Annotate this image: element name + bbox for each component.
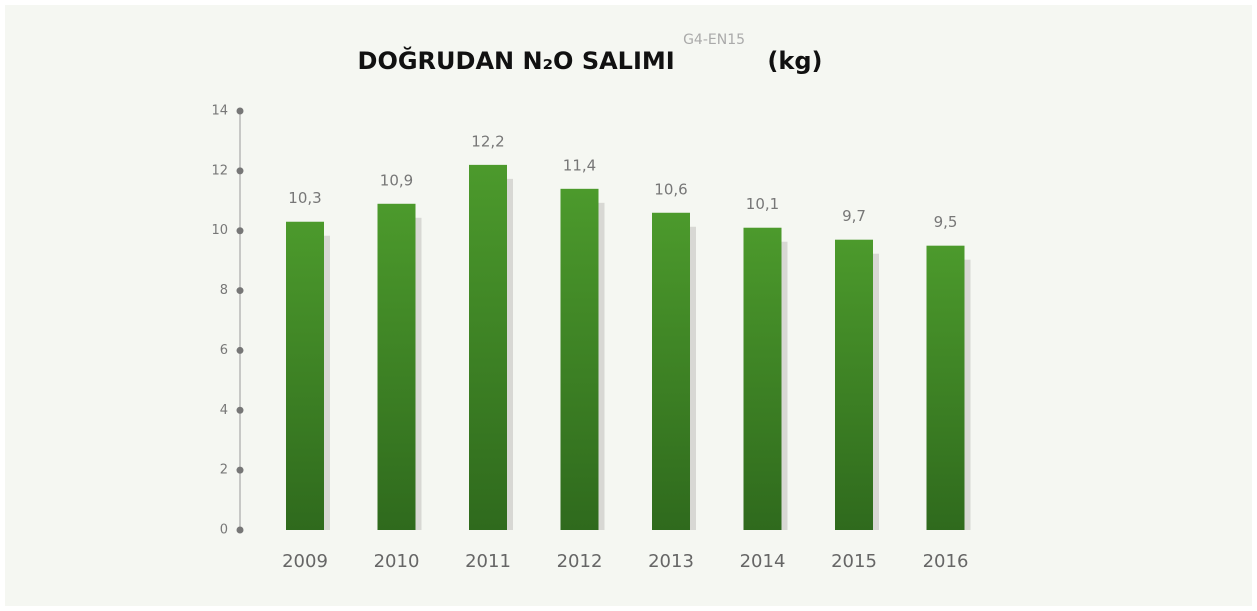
y-tick-mark bbox=[236, 406, 244, 414]
value-label: 9,5 bbox=[934, 213, 958, 231]
value-label: 9,7 bbox=[842, 207, 866, 225]
y-tick-mark bbox=[236, 227, 244, 235]
bar bbox=[926, 245, 965, 530]
x-tick-label: 2011 bbox=[465, 551, 511, 572]
y-tick-label: 6 bbox=[220, 343, 228, 358]
bar bbox=[560, 188, 599, 531]
x-tick-label: 2013 bbox=[648, 551, 694, 572]
bar bbox=[743, 227, 782, 530]
bar bbox=[377, 203, 416, 530]
value-label: 10,6 bbox=[654, 180, 687, 198]
x-tick-label: 2014 bbox=[740, 551, 786, 572]
value-label: 10,3 bbox=[288, 189, 321, 207]
background bbox=[5, 5, 1252, 606]
y-tick-mark bbox=[236, 466, 244, 474]
x-tick-label: 2012 bbox=[557, 551, 603, 572]
y-tick-label: 8 bbox=[220, 283, 228, 298]
x-tick-label: 2009 bbox=[282, 551, 328, 572]
value-label: 10,1 bbox=[746, 195, 779, 213]
y-tick-mark bbox=[236, 107, 244, 115]
title-note: G4-EN15 bbox=[683, 32, 745, 48]
y-tick-mark bbox=[236, 167, 244, 175]
value-label: 12,2 bbox=[471, 132, 504, 150]
title-main: DOĞRUDAN N₂O SALIMI bbox=[358, 45, 675, 75]
x-tick-label: 2015 bbox=[831, 551, 877, 572]
y-tick-label: 4 bbox=[220, 403, 228, 418]
title-unit: (kg) bbox=[767, 47, 822, 75]
y-tick-label: 10 bbox=[211, 223, 228, 238]
value-label: 10,9 bbox=[380, 171, 413, 189]
y-tick-label: 14 bbox=[211, 104, 228, 119]
bar bbox=[652, 212, 690, 530]
bar bbox=[469, 164, 507, 530]
y-tick-label: 0 bbox=[220, 523, 228, 538]
bar bbox=[286, 221, 324, 530]
y-tick-label: 12 bbox=[211, 163, 228, 178]
x-tick-label: 2016 bbox=[923, 551, 969, 572]
y-tick-label: 2 bbox=[220, 463, 228, 478]
value-label: 11,4 bbox=[563, 156, 596, 174]
y-tick-mark bbox=[236, 287, 244, 295]
chart-title: DOĞRUDAN N₂O SALIMI G4-EN15 (kg) bbox=[358, 25, 823, 75]
y-tick-mark bbox=[236, 346, 244, 354]
x-tick-label: 2010 bbox=[374, 551, 420, 572]
bar bbox=[835, 239, 873, 530]
y-tick-mark bbox=[236, 526, 244, 534]
